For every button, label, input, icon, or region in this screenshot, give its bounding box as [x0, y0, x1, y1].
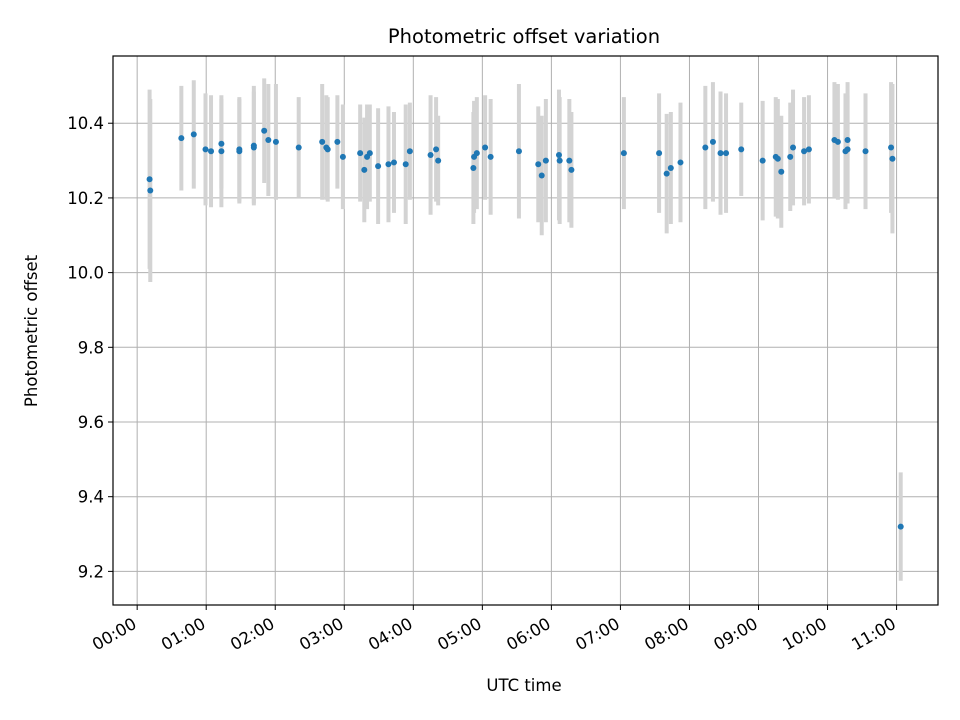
data-point	[844, 146, 851, 153]
data-point	[295, 144, 302, 151]
data-point	[778, 168, 785, 175]
data-point	[844, 137, 851, 144]
data-point	[146, 176, 153, 183]
data-point	[790, 144, 797, 151]
data-point	[542, 157, 549, 164]
data-point	[366, 150, 373, 157]
data-point	[566, 157, 573, 164]
y-tick-label: 9.8	[78, 338, 104, 357]
data-point	[801, 148, 808, 155]
y-tick-label: 9.6	[78, 413, 104, 432]
data-point	[427, 151, 434, 158]
data-points	[146, 127, 904, 530]
data-point	[272, 138, 279, 145]
data-point	[208, 148, 215, 155]
data-point	[178, 135, 185, 142]
data-point	[265, 137, 272, 144]
data-point	[406, 148, 413, 155]
data-point	[435, 157, 442, 164]
data-point	[717, 150, 724, 157]
data-point	[620, 150, 627, 157]
data-point	[862, 148, 869, 155]
data-point	[236, 148, 243, 155]
data-point	[334, 138, 341, 145]
data-point	[147, 187, 154, 194]
data-point	[723, 150, 730, 157]
data-point	[709, 138, 716, 145]
data-point	[805, 146, 812, 153]
data-point	[357, 150, 364, 157]
data-point	[218, 140, 225, 147]
y-tick-label: 10.0	[67, 264, 104, 283]
data-point	[361, 166, 368, 173]
data-point	[538, 172, 545, 179]
data-point	[897, 523, 904, 530]
data-point	[568, 166, 575, 173]
data-point	[535, 161, 542, 168]
x-axis-label: UTC time	[486, 676, 561, 695]
data-point	[385, 161, 392, 168]
data-point	[556, 157, 563, 164]
data-point	[677, 159, 684, 166]
data-point	[433, 146, 440, 153]
data-point	[470, 165, 477, 172]
data-point	[667, 165, 674, 172]
data-point	[473, 150, 480, 157]
data-point	[787, 153, 794, 160]
data-point	[402, 161, 409, 168]
data-point	[250, 144, 257, 151]
data-point	[656, 150, 663, 157]
data-point	[487, 153, 494, 160]
y-tick-label: 9.2	[78, 562, 104, 581]
data-point	[324, 146, 331, 153]
data-point	[759, 157, 766, 164]
data-point	[889, 155, 896, 162]
data-point	[888, 144, 895, 151]
data-point	[515, 148, 522, 155]
y-axis-ticks: 9.2 9.4 9.6 9.8 10.0 10.2 10.4	[67, 114, 113, 581]
data-point	[663, 170, 670, 177]
data-point	[774, 155, 781, 162]
y-tick-label: 10.2	[67, 189, 104, 208]
y-tick-label: 9.4	[78, 488, 104, 507]
data-point	[261, 127, 268, 134]
data-point	[738, 146, 745, 153]
plot-frame	[112, 55, 939, 606]
data-point	[555, 151, 562, 158]
chart-title: Photometric offset variation	[388, 25, 660, 48]
data-point	[218, 148, 225, 155]
y-tick-label: 10.4	[67, 114, 104, 133]
data-point	[190, 131, 197, 138]
y-axis-label: Photometric offset	[22, 254, 41, 407]
data-point	[319, 138, 326, 145]
data-point	[702, 144, 709, 151]
data-point	[202, 146, 209, 153]
data-point	[375, 163, 382, 170]
data-point	[834, 138, 841, 145]
data-point	[482, 144, 489, 151]
data-point	[390, 159, 397, 166]
data-point	[339, 153, 346, 160]
